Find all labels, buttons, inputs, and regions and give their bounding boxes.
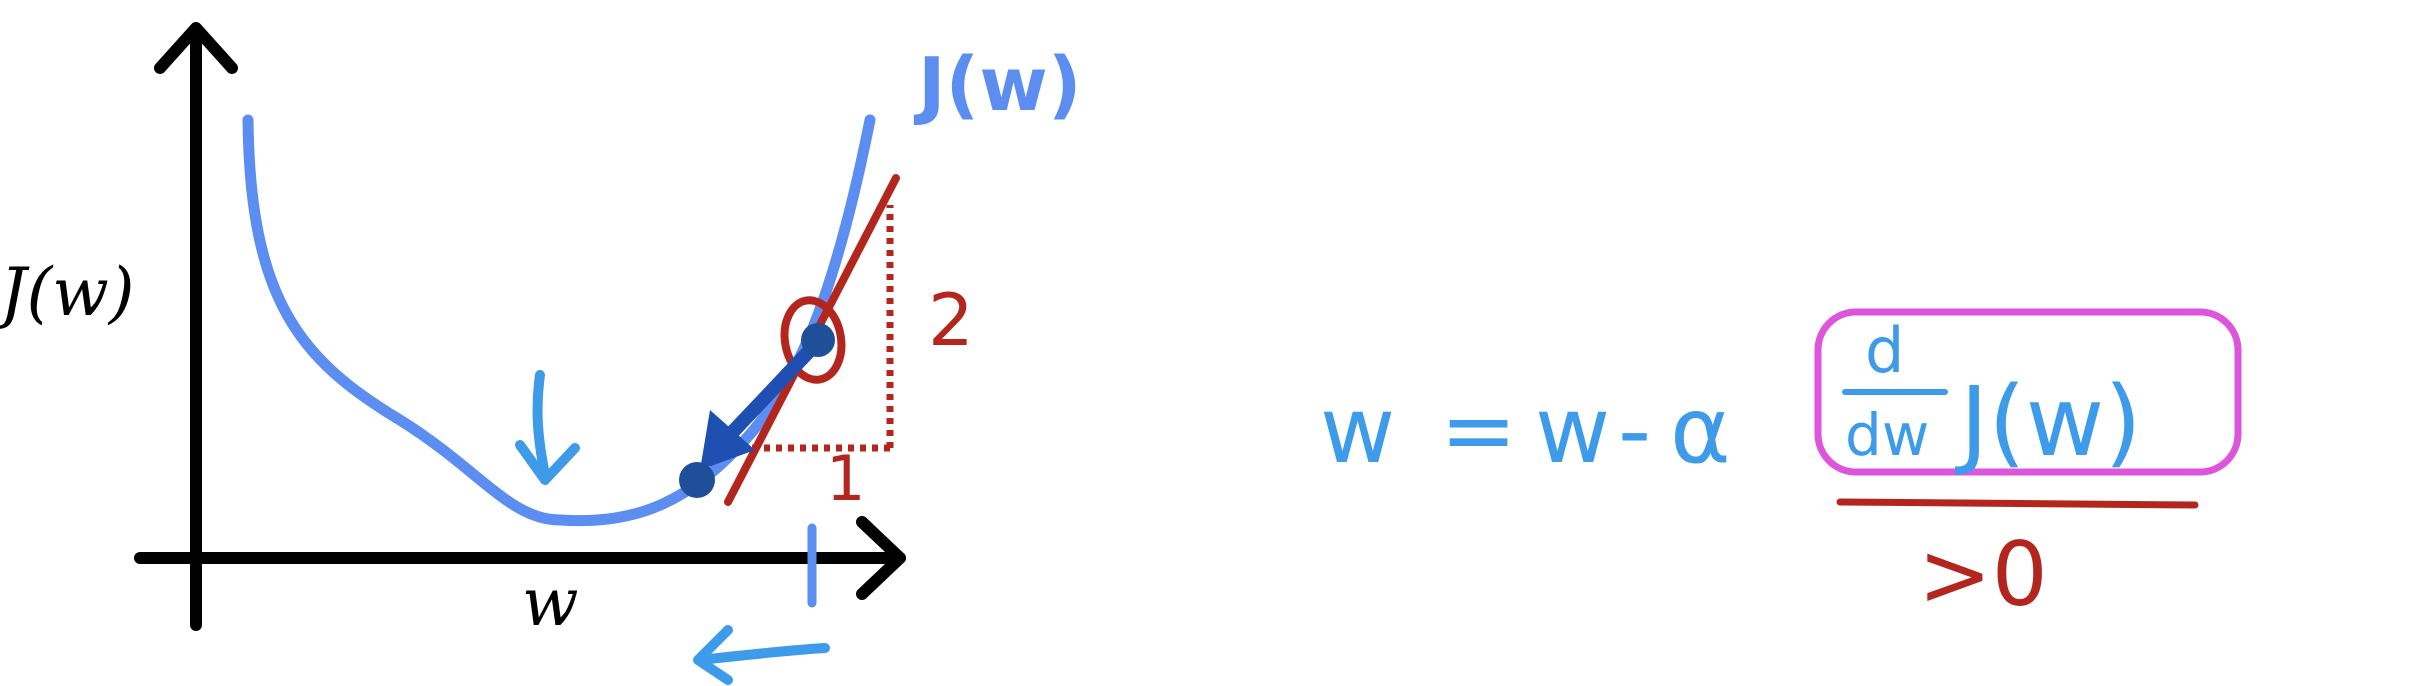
formula-alpha: α xyxy=(1670,377,1731,484)
curve-label: J(w) xyxy=(913,42,1082,128)
down-arrow-icon xyxy=(532,370,550,480)
formula-lhs: w xyxy=(1320,377,1395,484)
step-arrow-head xyxy=(700,410,755,470)
run-label: 1 xyxy=(826,442,865,515)
derivative-numerator: d xyxy=(1865,314,1904,387)
formula-function: J(w) xyxy=(1955,366,2142,478)
derivative-underline xyxy=(1836,498,2199,509)
y-axis-label: J(w) xyxy=(0,254,134,331)
current-point xyxy=(801,323,835,357)
derivative-denominator: dw xyxy=(1845,401,1929,469)
x-axis-label: w xyxy=(522,564,579,641)
formula-rhs-w: w xyxy=(1535,377,1610,484)
formula-minus: - xyxy=(1618,377,1651,484)
derivative-highlight-box xyxy=(1814,308,2242,476)
update-rule-formula: w = w - α d dw J(w) >0 xyxy=(1320,308,2242,626)
left-arrow-head xyxy=(693,625,733,685)
rise-label: 2 xyxy=(928,278,974,362)
step-arrow-shaft xyxy=(718,338,822,447)
left-arrow-icon xyxy=(695,643,830,665)
graph-panel: J(w) w J(w) 2 1 xyxy=(0,22,1082,685)
derivative-sign-annotation: >0 xyxy=(1918,523,2048,626)
next-point xyxy=(679,462,715,498)
x-axis-arrowhead xyxy=(856,516,906,600)
y-axis-arrowhead xyxy=(154,22,238,74)
formula-equals: = xyxy=(1440,377,1517,484)
tangent-point-highlight xyxy=(780,296,846,384)
down-arrow-head xyxy=(515,440,580,485)
